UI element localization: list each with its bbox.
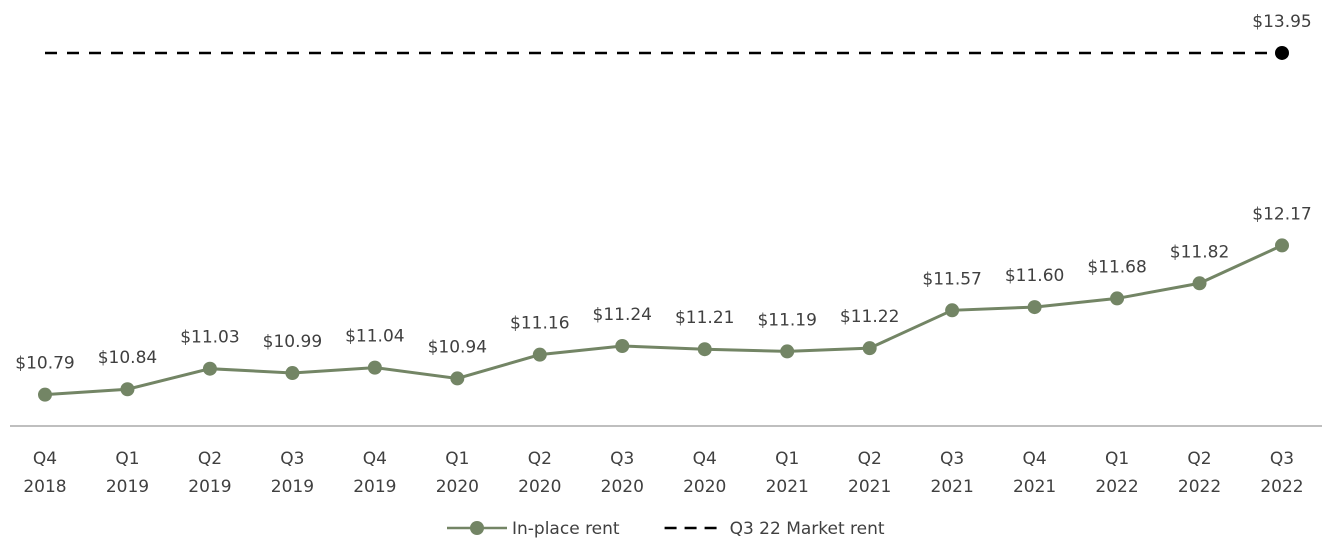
data-label: $11.21 <box>675 308 734 328</box>
point <box>1110 291 1125 306</box>
point <box>780 344 795 359</box>
x-tick-label: Q3 2020 <box>601 449 644 497</box>
point <box>38 387 52 402</box>
x-tick-label: Q3 2021 <box>931 449 974 497</box>
point <box>285 366 300 381</box>
x-tick-label: Q1 2020 <box>436 449 479 497</box>
point <box>1027 300 1042 315</box>
series-line <box>44 244 1283 397</box>
x-tick-label: Q1 2021 <box>766 449 809 497</box>
x-tick-label: Q1 2019 <box>106 449 149 497</box>
data-label: $11.03 <box>180 328 239 348</box>
point <box>450 371 465 386</box>
x-tick-label: Q3 2022 <box>1260 449 1303 497</box>
data-label: $11.19 <box>757 310 816 330</box>
x-tick-label: Q2 2022 <box>1178 449 1221 497</box>
point <box>1275 238 1289 253</box>
point <box>1275 45 1289 60</box>
point <box>945 303 960 318</box>
x-tick-label: Q3 2019 <box>271 449 314 497</box>
point <box>1192 276 1207 291</box>
data-label: $10.94 <box>428 337 487 357</box>
data-label: $11.16 <box>510 314 569 334</box>
point <box>862 341 877 356</box>
x-tick-label: Q1 2022 <box>1095 449 1138 497</box>
legend-marker <box>470 521 484 535</box>
point <box>367 360 382 375</box>
data-label: $11.22 <box>840 307 899 327</box>
x-tick-label: Q2 2021 <box>848 449 891 497</box>
data-label: $11.68 <box>1087 257 1146 277</box>
legend: In-place rent Q3 22 Market rent <box>447 519 885 539</box>
x-tick-label: Q4 2021 <box>1013 449 1056 497</box>
x-tick-label: Q4 2019 <box>353 449 396 497</box>
data-label: $13.95 <box>1252 12 1311 32</box>
data-label: $10.99 <box>263 332 322 352</box>
legend-label: In-place rent <box>512 519 620 539</box>
legend-label: Q3 22 Market rent <box>730 519 885 539</box>
x-tick-label: Q2 2020 <box>518 449 561 497</box>
data-label: $10.84 <box>98 348 157 368</box>
point <box>202 361 217 376</box>
x-tick-label: Q2 2019 <box>188 449 231 497</box>
point <box>615 338 630 353</box>
data-label: $11.04 <box>345 327 404 347</box>
point <box>532 347 547 362</box>
data-label: $11.57 <box>922 269 981 289</box>
point <box>120 382 135 397</box>
data-label: $12.17 <box>1252 204 1311 224</box>
data-label: $10.79 <box>15 354 74 374</box>
data-label: $11.60 <box>1005 266 1064 286</box>
data-label: $11.82 <box>1170 242 1229 262</box>
x-tick-label: Q4 2018 <box>23 449 66 497</box>
x-tick-label: Q4 2020 <box>683 449 726 497</box>
point <box>697 342 712 357</box>
data-label: $11.24 <box>593 305 652 325</box>
